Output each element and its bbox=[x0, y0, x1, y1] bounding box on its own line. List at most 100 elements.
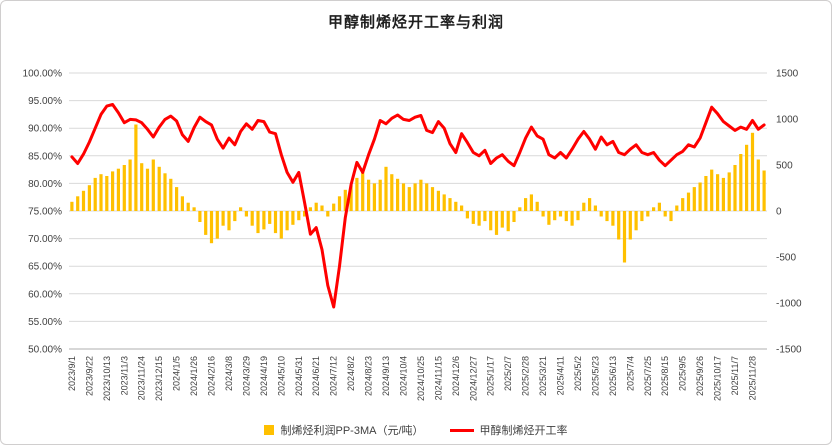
profit-bar bbox=[733, 165, 737, 211]
svg-text:-500: -500 bbox=[776, 253, 796, 264]
profit-bar bbox=[320, 205, 324, 211]
svg-text:2025/6/13: 2025/6/13 bbox=[608, 356, 618, 396]
profit-bar bbox=[652, 207, 656, 211]
profit-bar bbox=[262, 211, 266, 230]
svg-text:2023/11/24: 2023/11/24 bbox=[137, 356, 147, 400]
svg-text:2023/9/22: 2023/9/22 bbox=[84, 356, 94, 396]
svg-text:60.00%: 60.00% bbox=[28, 289, 62, 300]
profit-bar bbox=[477, 211, 481, 226]
svg-text:2025/2/7: 2025/2/7 bbox=[503, 356, 513, 391]
profit-bar bbox=[378, 179, 382, 211]
profit-bar bbox=[756, 159, 760, 211]
profit-bar bbox=[500, 211, 504, 228]
profit-bar bbox=[122, 165, 126, 211]
profit-bar bbox=[681, 198, 685, 211]
profit-bar bbox=[87, 185, 91, 211]
profit-bar bbox=[186, 202, 190, 211]
profit-bar bbox=[291, 211, 295, 225]
svg-text:70.00%: 70.00% bbox=[28, 234, 62, 245]
svg-text:2025/4/11: 2025/4/11 bbox=[556, 356, 566, 395]
profit-bar bbox=[425, 183, 429, 211]
svg-text:55.00%: 55.00% bbox=[28, 317, 62, 328]
profit-bar bbox=[535, 201, 539, 211]
profit-bar bbox=[332, 203, 336, 211]
profit-bar bbox=[355, 177, 359, 211]
profit-bar bbox=[471, 211, 475, 224]
svg-text:90.00%: 90.00% bbox=[28, 124, 62, 135]
svg-text:2024/10/4: 2024/10/4 bbox=[398, 356, 408, 396]
chart-title: 甲醇制烯烃开工率与利润 bbox=[327, 14, 504, 31]
svg-text:2025/2/28: 2025/2/28 bbox=[521, 356, 531, 396]
profit-bar bbox=[175, 187, 179, 211]
profit-bar bbox=[686, 192, 691, 211]
profit-bar bbox=[227, 211, 231, 231]
profit-bar bbox=[669, 211, 673, 222]
profit-bar bbox=[279, 211, 283, 239]
profit-bar bbox=[750, 132, 755, 211]
profit-bar bbox=[349, 185, 353, 211]
profit-bar bbox=[192, 207, 196, 211]
profit-bar bbox=[570, 211, 574, 226]
legend-profit-label: 制烯烃利润PP-3MA（元/吨） bbox=[280, 425, 424, 437]
profit-bar bbox=[745, 144, 749, 211]
profit-bar bbox=[134, 124, 138, 211]
profit-bar bbox=[169, 178, 173, 211]
svg-text:2025/9/5: 2025/9/5 bbox=[678, 356, 688, 391]
svg-text:95.00%: 95.00% bbox=[28, 96, 62, 107]
profit-bar bbox=[558, 211, 563, 217]
svg-text:2024/3/8: 2024/3/8 bbox=[224, 356, 234, 391]
profit-bar bbox=[204, 211, 208, 235]
profit-bar bbox=[494, 211, 499, 235]
profit-bar bbox=[337, 196, 342, 211]
svg-text:2024/6/21: 2024/6/21 bbox=[311, 356, 321, 396]
svg-text:2024/11/15: 2024/11/15 bbox=[433, 356, 443, 400]
legend-rate-label: 甲醇制烯烃开工率 bbox=[479, 425, 568, 437]
svg-text:50.00%: 50.00% bbox=[28, 345, 62, 356]
profit-bar bbox=[250, 211, 254, 226]
profit-bar bbox=[663, 211, 667, 217]
svg-text:0: 0 bbox=[776, 207, 782, 218]
profit-bar bbox=[489, 211, 493, 231]
svg-text:2025/5/2: 2025/5/2 bbox=[573, 356, 583, 391]
svg-text:2025/9/26: 2025/9/26 bbox=[695, 356, 705, 396]
profit-bar bbox=[506, 211, 510, 232]
profit-bar bbox=[145, 168, 150, 211]
profit-bar bbox=[524, 198, 528, 211]
svg-text:-1000: -1000 bbox=[776, 299, 802, 310]
profit-bar bbox=[465, 211, 469, 219]
profit-bar bbox=[622, 211, 627, 263]
svg-text:2025/7/4: 2025/7/4 bbox=[625, 356, 635, 391]
profit-bar bbox=[675, 205, 679, 211]
profit-bar bbox=[588, 198, 592, 211]
svg-text:2025/11/28: 2025/11/28 bbox=[747, 356, 757, 400]
svg-text:2024/9/13: 2024/9/13 bbox=[381, 356, 391, 396]
profit-bar bbox=[716, 174, 720, 211]
profit-bar bbox=[727, 172, 731, 211]
profit-bar bbox=[698, 182, 702, 211]
profit-bar bbox=[209, 211, 214, 244]
profit-bar bbox=[81, 190, 86, 211]
bar-series-swatch bbox=[264, 425, 275, 435]
svg-text:2024/3/29: 2024/3/29 bbox=[241, 356, 251, 396]
profit-bar bbox=[367, 179, 371, 211]
svg-text:2024/1/26: 2024/1/26 bbox=[189, 356, 199, 396]
profit-bar bbox=[704, 176, 708, 211]
svg-text:2023/10/13: 2023/10/13 bbox=[102, 356, 112, 401]
profit-bar bbox=[593, 205, 597, 211]
svg-text:85.00%: 85.00% bbox=[28, 151, 62, 162]
profit-bar bbox=[256, 211, 260, 234]
profit-bar bbox=[308, 207, 312, 211]
profit-bar bbox=[564, 211, 568, 222]
profit-bar bbox=[483, 211, 487, 222]
profit-bar bbox=[215, 211, 219, 239]
profit-bar bbox=[617, 211, 621, 240]
profit-bar bbox=[407, 187, 411, 211]
profit-bar bbox=[454, 201, 458, 211]
profit-bar bbox=[512, 211, 516, 222]
svg-text:2024/12/27: 2024/12/27 bbox=[468, 356, 478, 401]
profit-bar bbox=[721, 177, 725, 211]
svg-text:2023/9/1: 2023/9/1 bbox=[67, 356, 77, 391]
profit-bar bbox=[343, 189, 347, 211]
svg-text:500: 500 bbox=[776, 161, 793, 172]
